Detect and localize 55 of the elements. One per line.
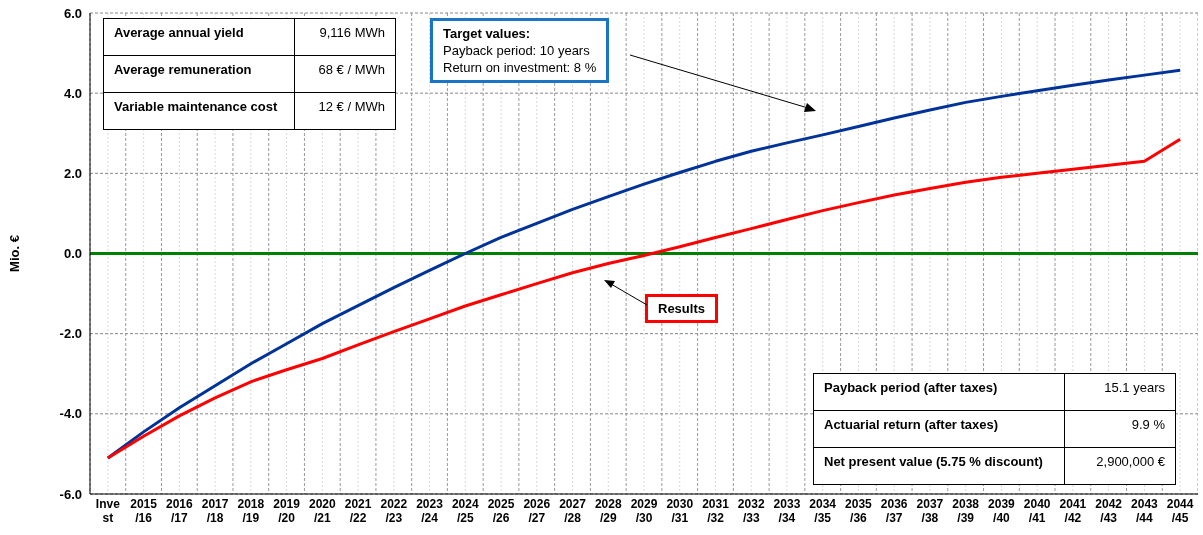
x-tick-label: 2042/43 [1095,497,1123,525]
x-tick-label: 2023/24 [416,497,444,525]
annotation: Net present value (5.75 % discount) [813,447,1065,485]
annotation: 2,900,000 € [1064,447,1176,485]
x-tick-label: 2017/18 [201,497,229,525]
y-tick-label: 4.0 [63,85,82,101]
x-tick-label: 2030/31 [666,497,694,525]
annotation: 9,116 MWh [294,18,396,56]
annotation: Average annual yield [103,18,295,56]
x-tick-label: 2034/35 [809,497,837,525]
x-tick-label: Invest [95,497,121,525]
annotation: Return on investment: 8 % [443,59,597,76]
x-tick-label: 2019/20 [273,497,301,525]
annotation: 15.1 years [1064,373,1176,411]
x-tick-label: 2021/22 [344,497,372,525]
x-tick-label: 2024/25 [451,497,479,525]
x-tick-label: 2044/45 [1166,497,1194,525]
y-axis-title: Mio. € [6,235,22,272]
x-tick-label: 2016/17 [166,497,194,525]
x-tick-label: 2043/44 [1131,497,1159,525]
x-tick-label: 2031/32 [702,497,730,525]
x-tick-label: 2035/36 [845,497,873,525]
y-tick-label: -4.0 [59,406,82,422]
y-tick-label: 2.0 [63,165,82,181]
x-tick-label: 2032/33 [737,497,765,525]
x-tick-label: 2036/37 [880,497,908,525]
x-tick-label: 2037/38 [916,497,944,525]
y-tick-label: -2.0 [59,326,82,342]
x-tick-label: 2020/21 [308,497,336,525]
y-tick-label: -6.0 [59,486,82,502]
x-tick-label: 2041/42 [1059,497,1087,525]
y-tick-label: 0.0 [63,246,82,262]
annotation: Target values: [443,25,532,42]
annotation: 9.9 % [1064,410,1176,448]
x-tick-label: 2027/28 [559,497,587,525]
x-tick-label: 2022/23 [380,497,408,525]
x-tick-label: 2040/41 [1023,497,1051,525]
x-tick-label: 2029/30 [630,497,658,525]
annotation: Average remuneration [103,55,295,93]
annotation: 68 € / MWh [294,55,396,93]
annotation: Payback period: 10 years [443,42,591,59]
x-tick-label: 2015/16 [130,497,158,525]
x-tick-label: 2039/40 [988,497,1016,525]
x-tick-label: 2026/27 [523,497,551,525]
annotation: Variable maintenance cost [103,92,295,130]
x-tick-label: 2033/34 [773,497,801,525]
annotation: Actuarial return (after taxes) [813,410,1065,448]
annotation: Payback period (after taxes) [813,373,1065,411]
x-tick-label: 2025/26 [487,497,515,525]
y-tick-label: 6.0 [63,5,82,21]
x-tick-label: 2038/39 [952,497,980,525]
annotation: Results [645,294,718,323]
annotation: 12 € / MWh [294,92,396,130]
x-tick-label: 2018/19 [237,497,265,525]
x-tick-label: 2028/29 [594,497,622,525]
